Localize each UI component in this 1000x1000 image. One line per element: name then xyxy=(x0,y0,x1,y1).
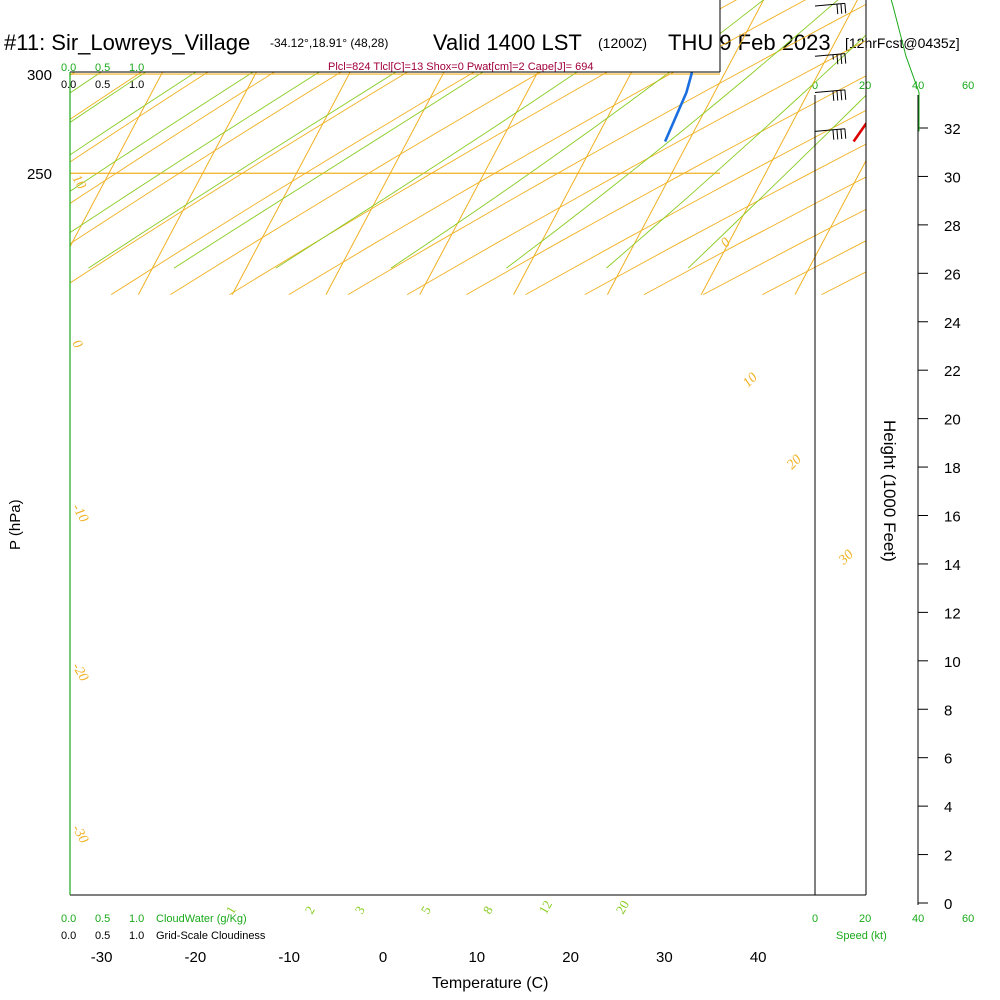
mixing-ratio-label: 5 xyxy=(418,903,434,916)
y-axis-label: P (hPa) xyxy=(7,499,24,550)
temperature-tick-label: 30 xyxy=(656,949,673,966)
mixing-ratio-label: 12 xyxy=(536,898,555,917)
height-tick-label: 20 xyxy=(944,412,961,429)
pressure-tick-label: 250 xyxy=(27,166,52,183)
speed-tick-20: 20 xyxy=(859,80,871,92)
isotherm-line xyxy=(700,0,866,295)
axes-layer: 2503004005007008501000-30-20-10010203040… xyxy=(27,0,961,966)
speed-tick-0: 0 xyxy=(812,80,818,92)
cw-bot-green-0: 0.0 xyxy=(61,913,76,925)
wind-speed-profile xyxy=(890,0,920,132)
height-tick-label: 26 xyxy=(944,266,961,283)
isotherm-label: 10 xyxy=(69,173,89,193)
isotherm-line xyxy=(70,0,524,295)
indices-text: Plcl=824 Tlcl[C]=13 Shox=0 Pwat[cm]=2 Ca… xyxy=(328,61,593,73)
speed-tick-40: 40 xyxy=(912,80,924,92)
wind-barb xyxy=(814,128,847,140)
cw-bot-green-1: 0.5 xyxy=(95,913,110,925)
height-tick-label: 14 xyxy=(944,557,961,574)
speed-tick-20-bot: 20 xyxy=(859,913,871,925)
speed-tick-0-bot: 0 xyxy=(812,913,818,925)
speed-label: Speed (kt) xyxy=(836,930,887,942)
cw-top-black-2: 1.0 xyxy=(129,79,144,91)
cw-bot-black-1: 0.5 xyxy=(95,930,110,942)
height-tick-label: 32 xyxy=(944,121,961,138)
pressure-tick-label: 300 xyxy=(27,67,52,84)
dry-adiabat xyxy=(229,0,866,295)
isotherm-line xyxy=(137,0,617,295)
height-tick-label: 28 xyxy=(944,218,961,235)
isotherm-line xyxy=(513,0,866,295)
wind-barb xyxy=(814,53,847,65)
dry-adiabat xyxy=(288,0,866,295)
wind-barb xyxy=(814,2,847,15)
height-axis-label: Height (1000 Feet) xyxy=(880,420,899,562)
temperature-tick-label: 10 xyxy=(468,949,485,966)
temperature-tick-label: -10 xyxy=(278,949,300,966)
speed-tick-60-bot: 60 xyxy=(962,913,974,925)
station-title: #11: Sir_Lowreys_Village xyxy=(4,30,250,55)
cw-bot-black-2: 1.0 xyxy=(129,930,144,942)
cloudiness-label: Grid-Scale Cloudiness xyxy=(156,930,266,942)
isotherm-line xyxy=(419,0,866,295)
cw-bot-green-2: 1.0 xyxy=(129,913,144,925)
wind-barb xyxy=(814,89,847,101)
cw-top-green-1: 0.5 xyxy=(95,62,110,74)
height-tick-label: 0 xyxy=(944,896,952,913)
isotherm-label: 20 xyxy=(784,452,805,473)
isotherm-label: -30 xyxy=(69,823,91,847)
speed-tick-40-bot: 40 xyxy=(912,913,924,925)
cw-top-green-0: 0.0 xyxy=(61,62,76,74)
cw-top-green-2: 1.0 xyxy=(129,62,144,74)
height-tick-label: 24 xyxy=(944,315,961,332)
height-tick-label: 16 xyxy=(944,509,961,526)
valid-date: THU 9 Feb 2023 xyxy=(668,30,831,55)
cw-top-black-0: 0.0 xyxy=(61,79,76,91)
temperature-tick-label: -30 xyxy=(91,949,113,966)
station-coords: -34.12°,18.91° (48,28) xyxy=(270,36,388,50)
height-tick-label: 8 xyxy=(944,702,952,719)
temperature-tick-label: 0 xyxy=(379,949,387,966)
height-tick-label: 18 xyxy=(944,460,961,477)
temperature-tick-label: 40 xyxy=(750,949,767,966)
mixing-ratio-label: 8 xyxy=(480,903,496,916)
temperature-tick-label: 20 xyxy=(562,949,579,966)
isotherm-label: -20 xyxy=(69,661,91,685)
isotherm-label: -10 xyxy=(69,502,91,526)
isotherm-line xyxy=(983,0,1000,295)
isotherm-label: 0 xyxy=(69,338,85,352)
mixing-ratio-label: 2 xyxy=(302,903,318,916)
cloudwater-label: CloudWater (g/Kg) xyxy=(156,913,247,925)
height-tick-label: 4 xyxy=(944,799,952,816)
height-tick-label: 2 xyxy=(944,848,952,865)
cw-top-black-1: 0.5 xyxy=(95,79,110,91)
mixing-ratio-label: 3 xyxy=(352,903,368,916)
temperature-profile xyxy=(852,0,866,143)
isotherm-line xyxy=(606,0,866,295)
isotherm-line xyxy=(231,0,711,295)
isotherm-label: 10 xyxy=(740,370,761,391)
height-tick-label: 22 xyxy=(944,363,961,380)
height-tick-label: 30 xyxy=(944,169,961,186)
isotherm-label: 30 xyxy=(836,547,857,568)
height-tick-label: 10 xyxy=(944,654,961,671)
height-tick-label: 6 xyxy=(944,751,952,768)
utc-time: (1200Z) xyxy=(598,35,647,51)
height-tick-label: 12 xyxy=(944,605,961,622)
cw-bot-black-0: 0.0 xyxy=(61,930,76,942)
x-axis-label: Temperature (C) xyxy=(432,975,548,992)
temperature-tick-label: -20 xyxy=(185,949,207,966)
valid-time: Valid 1400 LST xyxy=(433,30,582,55)
speed-tick-60: 60 xyxy=(962,80,974,92)
isotherm-line xyxy=(325,0,805,295)
wind-barb-layer xyxy=(814,0,920,140)
mixing-ratio-label: 20 xyxy=(613,898,632,917)
